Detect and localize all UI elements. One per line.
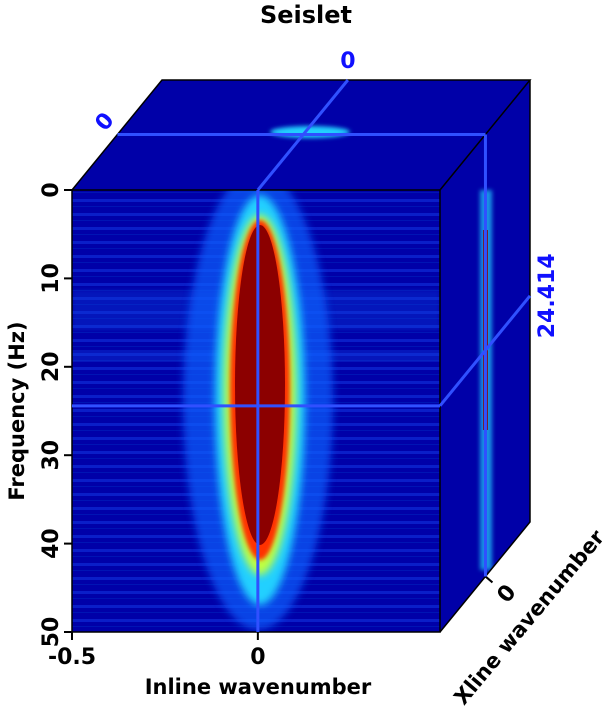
z-tick-label: 0 <box>493 580 522 608</box>
x-tick-label: -0.5 <box>48 645 96 670</box>
y-axis-label: Frequency (Hz) <box>5 321 29 500</box>
y-tick-label: 30 <box>39 440 64 471</box>
front-face <box>72 190 440 632</box>
y-tick-label: 50 <box>39 617 64 648</box>
frequency-slice-right <box>438 294 532 407</box>
frequency-slice-label: 24.414 <box>535 253 560 338</box>
y-tick-label: 40 <box>39 528 64 559</box>
y-tick-label: 10 <box>39 263 64 294</box>
y-tick-label: 0 <box>39 182 64 197</box>
inline-slice-label: 0 <box>340 49 355 74</box>
x-axis-label: Inline wavenumber <box>145 675 372 699</box>
xline-slice-label: 0 <box>91 108 120 136</box>
chart-title: Seislet <box>260 1 352 29</box>
x-tick-label: 0 <box>250 645 265 670</box>
z-tick <box>484 575 494 584</box>
y-tick-label: 20 <box>39 351 64 382</box>
